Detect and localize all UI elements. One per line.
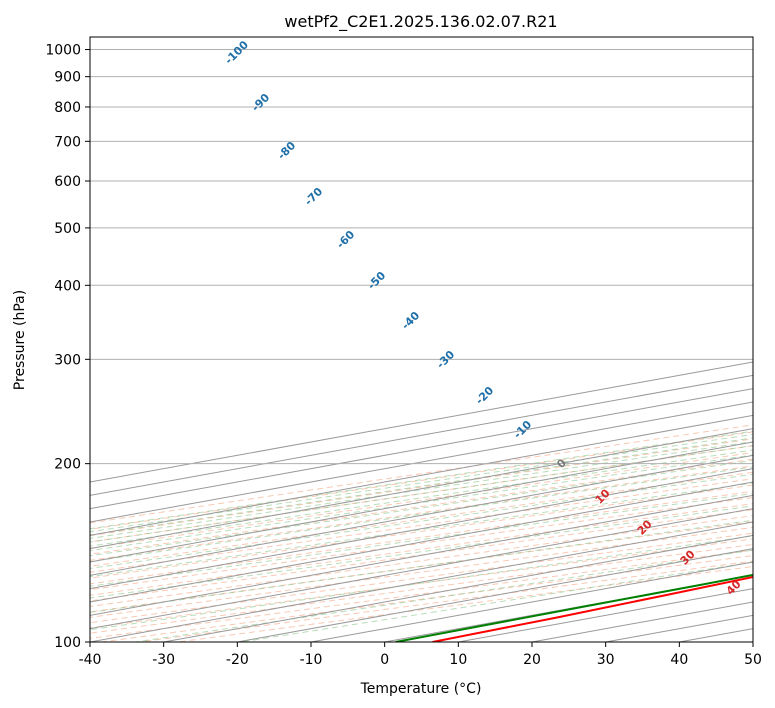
isotherm-line bbox=[90, 508, 753, 630]
y-tick-label: 400 bbox=[54, 278, 81, 294]
x-tick-label: 50 bbox=[744, 652, 762, 668]
y-tick-label: 500 bbox=[54, 221, 81, 237]
x-tick-label: -10 bbox=[300, 652, 323, 668]
x-tick-label: 40 bbox=[670, 652, 688, 668]
y-tick-label: 300 bbox=[54, 352, 81, 368]
isotherm-line bbox=[90, 521, 753, 642]
isotherm-line bbox=[90, 428, 753, 550]
isotherm-line bbox=[90, 481, 753, 603]
x-tick-label: -40 bbox=[79, 652, 102, 668]
y-axis: 100 200 300 400 500 600 700 800 900 1000 bbox=[45, 43, 90, 651]
y-tick-label: 1000 bbox=[45, 43, 81, 59]
x-tick-label: -30 bbox=[152, 652, 175, 668]
y-tick-label: 700 bbox=[54, 134, 81, 150]
x-tick-label: 10 bbox=[449, 652, 467, 668]
isotherm-line bbox=[90, 454, 753, 576]
x-axis: -40 -30 -20 -10 0 10 20 30 40 50 bbox=[79, 642, 762, 668]
y-axis-title: Pressure (hPa) bbox=[12, 290, 28, 390]
y-tick-label: 800 bbox=[54, 100, 81, 116]
isotherms bbox=[90, 361, 753, 642]
plot-frame bbox=[89, 36, 754, 643]
isotherm-line bbox=[90, 468, 753, 590]
x-tick-label: -20 bbox=[226, 652, 249, 668]
y-tick-label: 900 bbox=[54, 70, 81, 86]
y-tick-label: 100 bbox=[54, 635, 81, 651]
x-axis-title: Temperature (°C) bbox=[360, 681, 482, 697]
isotherm-line bbox=[163, 534, 753, 642]
isotherm-line bbox=[90, 494, 753, 616]
x-tick-label: 30 bbox=[597, 652, 615, 668]
y-tick-label: 600 bbox=[54, 174, 81, 190]
chart-title: wetPf2_C2E1.2025.136.02.07.R21 bbox=[284, 12, 557, 32]
isotherm-line bbox=[90, 441, 753, 563]
x-tick-label: 0 bbox=[380, 652, 389, 668]
pressure-gridlines bbox=[90, 49, 753, 642]
y-tick-label: 200 bbox=[54, 457, 81, 473]
x-tick-label: 20 bbox=[523, 652, 541, 668]
